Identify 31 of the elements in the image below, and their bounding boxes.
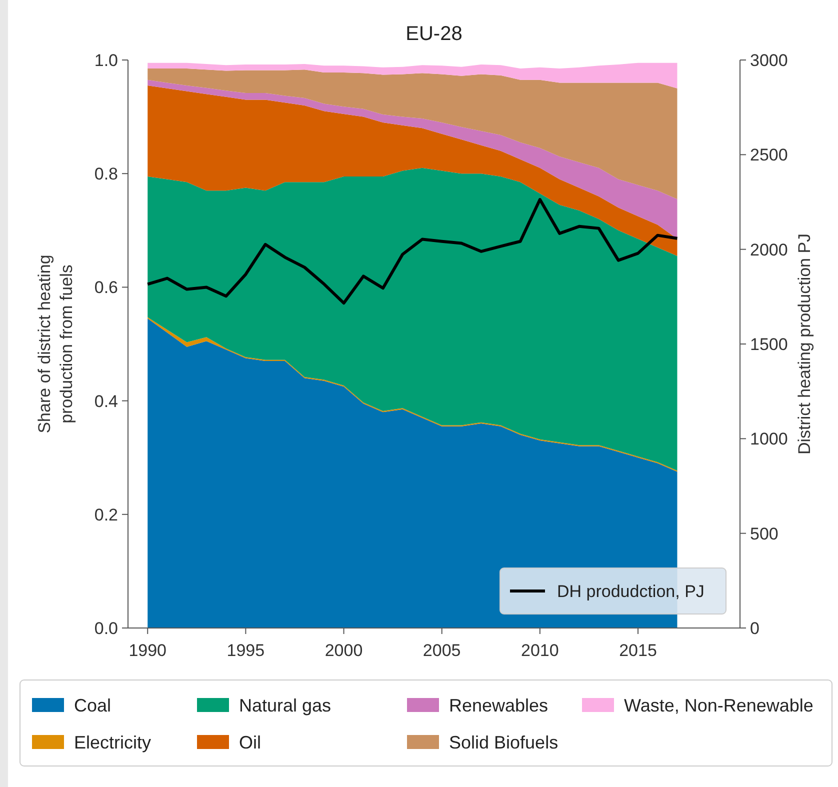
y2-axis-title: District heating production PJ (795, 233, 814, 455)
y2-tick-label: 2500 (750, 146, 788, 165)
y-tick-label: 0.8 (94, 164, 118, 184)
y-axis-title: Share of district heating production from fuels (35, 254, 76, 434)
legend-label: Coal (74, 695, 112, 716)
y2-tick-label: 1000 (750, 430, 788, 449)
y-tick-label: 0.6 (94, 278, 118, 298)
x-tick-label: 2005 (422, 641, 461, 660)
legend-label: Renewables (449, 695, 548, 716)
legend-label: DH produdction, PJ (557, 582, 704, 601)
y2-tick-label: 1500 (750, 334, 788, 354)
y-tick-label: 0.4 (94, 392, 118, 411)
legend-label: Waste, Non-Renewable (624, 695, 814, 716)
y2-tick-label: 500 (750, 524, 778, 544)
y-tick-label: 1.0 (94, 50, 118, 70)
legend-label: Electricity (74, 732, 152, 752)
x-tick-label: 2000 (324, 641, 363, 660)
legend-label: Solid Biofuels (449, 732, 558, 752)
y2-tick-label: 0 (750, 618, 760, 638)
y-tick-label: 0.0 (94, 618, 118, 638)
y-tick-label: 0.2 (94, 505, 118, 524)
chart-title: EU-28 (406, 23, 462, 45)
x-tick-label: 1995 (226, 641, 265, 660)
legend-label: Natural gas (239, 695, 332, 716)
y2-tick-label: 3000 (750, 50, 788, 70)
x-tick-label: 2010 (521, 641, 559, 660)
x-tick-label: 2015 (619, 641, 657, 660)
line-series (146, 198, 679, 305)
legend-label: Oil (239, 732, 261, 752)
y2-tick-label: 2000 (750, 240, 788, 260)
x-tick-label: 1990 (128, 641, 167, 660)
